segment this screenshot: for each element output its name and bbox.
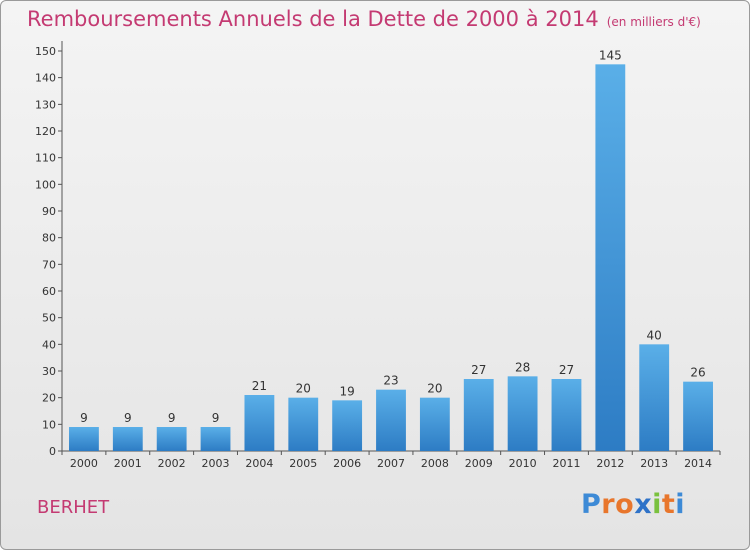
x-tick-label: 2014 (684, 457, 712, 470)
y-tick-label: 60 (42, 285, 56, 298)
chart-title-text: Remboursements Annuels de la Dette de 20… (27, 7, 599, 31)
y-tick-label: 10 (42, 418, 56, 431)
x-tick-label: 2011 (552, 457, 580, 470)
data-label: 9 (168, 411, 176, 425)
bar (419, 397, 450, 451)
data-label: 26 (690, 366, 705, 380)
x-tick-label: 2003 (202, 457, 230, 470)
chart-title: Remboursements Annuels de la Dette de 20… (27, 7, 701, 31)
data-label: 9 (212, 411, 220, 425)
x-tick-label: 2006 (333, 457, 361, 470)
y-tick-label: 90 (42, 205, 56, 218)
x-tick-label: 2002 (158, 457, 186, 470)
y-tick-label: 70 (42, 258, 56, 271)
x-tick-label: 2004 (245, 457, 273, 470)
logo-letter: r (601, 489, 616, 520)
y-tick-label: 130 (35, 98, 56, 111)
bar (244, 395, 275, 451)
y-tick-label: 0 (49, 445, 56, 458)
x-tick-label: 2010 (509, 457, 537, 470)
bar (112, 427, 143, 451)
data-label: 40 (647, 328, 662, 342)
y-tick-label: 140 (35, 72, 56, 85)
logo-letter: t (661, 489, 676, 520)
data-label: 27 (559, 363, 574, 377)
x-tick-label: 2000 (70, 457, 98, 470)
bar (639, 344, 670, 451)
data-label: 21 (252, 379, 267, 393)
bar (200, 427, 231, 451)
bar (376, 389, 406, 451)
chart-unit: (en milliers d'€) (606, 15, 701, 29)
x-tick-label: 2013 (640, 457, 668, 470)
y-tick-label: 40 (42, 338, 56, 351)
x-tick-label: 2012 (596, 457, 624, 470)
chart-axes: 0 10 20 30 40 50 60 70 80 90 100 110 120 130 140 150 (35, 41, 721, 458)
bar (463, 379, 494, 451)
data-label: 20 (427, 382, 442, 396)
x-tick-label: 2001 (114, 457, 142, 470)
bar (551, 379, 582, 451)
logo-letter: x (634, 489, 653, 520)
x-tick-label: 2005 (289, 457, 317, 470)
y-tick-label: 100 (35, 178, 56, 191)
data-label: 20 (296, 382, 311, 396)
y-tick-label: 120 (35, 125, 56, 138)
logo-letter: i (675, 489, 686, 520)
data-label: 27 (471, 363, 486, 377)
y-tick-label: 150 (35, 45, 56, 58)
y-tick-label: 20 (42, 392, 56, 405)
logo-letter: o (615, 489, 635, 520)
bar (507, 376, 538, 451)
data-label: 28 (515, 360, 530, 374)
data-label: 145 (599, 48, 622, 62)
y-tick-label: 80 (42, 232, 56, 245)
x-tick-label: 2007 (377, 457, 405, 470)
y-tick-label: 30 (42, 365, 56, 378)
data-label: 19 (339, 384, 354, 398)
chart-labels: 2000 9 2001 9 2002 9 2003 9 2004 21 2005 20 2006 19 20… (70, 48, 712, 470)
logo-letter: P (581, 489, 602, 520)
y-tick-label: 110 (35, 152, 56, 165)
chart-bars (69, 64, 713, 452)
data-label: 9 (80, 411, 88, 425)
bar (156, 427, 187, 451)
proxiti-logo: Proxiti (581, 489, 685, 520)
y-tick-label: 50 (42, 312, 56, 325)
data-label: 9 (124, 411, 132, 425)
bar (595, 64, 626, 452)
commune-name: BERHET (37, 497, 110, 518)
x-tick-label: 2009 (465, 457, 493, 470)
data-label: 23 (383, 374, 398, 388)
bar (683, 381, 713, 451)
x-tick-label: 2008 (421, 457, 449, 470)
bar (288, 397, 319, 451)
bar (332, 400, 363, 451)
bar (69, 427, 99, 451)
logo-letter: i (652, 489, 662, 520)
